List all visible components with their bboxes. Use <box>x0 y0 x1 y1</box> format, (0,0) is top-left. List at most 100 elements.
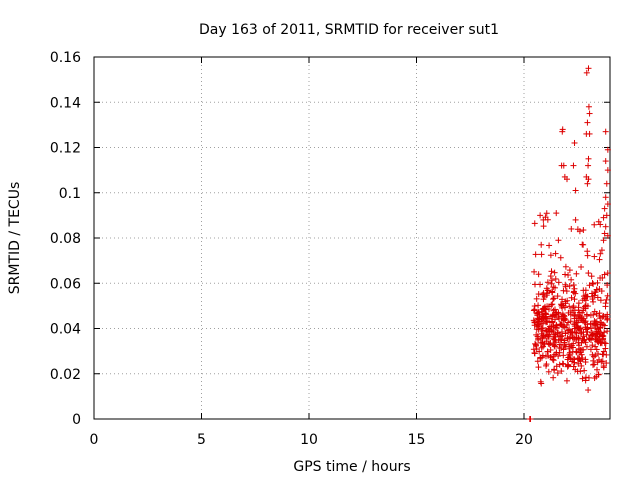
data-point <box>603 296 610 303</box>
data-point <box>598 358 605 365</box>
data-point <box>596 256 603 263</box>
data-point <box>600 364 607 371</box>
data-point <box>590 357 597 364</box>
data-point <box>579 241 586 248</box>
x-tick-label: 5 <box>197 432 206 448</box>
data-point <box>594 294 601 301</box>
data-point <box>556 332 563 339</box>
data-point <box>574 368 581 375</box>
data-point <box>561 341 568 348</box>
data-point <box>555 279 562 286</box>
data-point <box>557 254 564 261</box>
data-point <box>573 348 580 355</box>
data-point <box>597 329 604 336</box>
data-point <box>547 252 554 259</box>
data-point <box>558 345 565 352</box>
data-point <box>568 276 575 283</box>
data-point <box>555 329 562 336</box>
data-point <box>552 306 559 313</box>
data-point <box>566 335 573 342</box>
y-tick-label: 0.16 <box>50 50 81 66</box>
data-point <box>602 128 609 135</box>
data-point <box>603 180 610 187</box>
data-point <box>553 363 560 370</box>
data-point <box>592 343 599 350</box>
data-point <box>544 279 551 286</box>
data-point <box>549 289 556 296</box>
data-point <box>548 301 555 308</box>
data-point <box>602 223 609 230</box>
x-tick-label: 0 <box>90 432 99 448</box>
data-point <box>597 324 604 331</box>
data-point <box>570 340 577 347</box>
y-tick-label: 0 <box>72 412 81 428</box>
data-point <box>604 316 611 323</box>
data-point <box>531 303 538 310</box>
data-point <box>532 251 539 258</box>
data-point <box>552 250 559 257</box>
data-point <box>537 355 544 362</box>
data-point <box>600 312 607 319</box>
data-point <box>597 297 604 304</box>
data-point <box>570 303 577 310</box>
data-point <box>573 330 580 337</box>
data-point <box>567 318 574 325</box>
data-point <box>584 328 591 335</box>
data-point <box>549 312 556 319</box>
data-point <box>547 340 554 347</box>
data-point <box>585 270 592 277</box>
data-point <box>581 367 588 374</box>
data-point <box>566 351 573 358</box>
data-point <box>601 329 608 336</box>
data-point <box>593 346 600 353</box>
data-point <box>604 232 611 239</box>
data-point <box>598 319 605 326</box>
x-tick-label: 20 <box>515 432 533 448</box>
data-point <box>571 139 578 146</box>
data-point <box>588 325 595 332</box>
y-axis-label: SRMTID / TECUs <box>7 182 23 295</box>
data-point <box>601 230 608 237</box>
data-point <box>538 241 545 248</box>
data-point <box>602 194 609 201</box>
data-point <box>538 320 545 327</box>
data-point <box>540 223 547 230</box>
data-point <box>583 331 590 338</box>
data-point <box>540 313 547 320</box>
data-point <box>575 300 582 307</box>
data-point <box>553 324 560 331</box>
data-point <box>574 226 581 233</box>
data-point <box>550 341 557 348</box>
data-point <box>604 201 611 208</box>
data-point <box>591 288 598 295</box>
data-point <box>584 119 591 126</box>
data-point <box>596 310 603 317</box>
data-point <box>566 267 573 274</box>
data-point <box>598 247 605 254</box>
data-point <box>551 269 558 276</box>
data-point <box>593 366 600 373</box>
data-point <box>532 281 539 288</box>
data-point <box>544 216 551 223</box>
data-point <box>586 282 593 289</box>
data-point <box>600 333 607 340</box>
data-point <box>583 69 590 76</box>
data-point <box>564 176 570 183</box>
data-point <box>579 375 586 382</box>
data-point <box>588 329 595 336</box>
data-point <box>544 287 551 294</box>
data-point <box>562 263 569 270</box>
data-point <box>602 345 609 352</box>
data-point <box>548 268 555 275</box>
data-point <box>595 350 602 357</box>
data-point <box>601 205 608 212</box>
data-point <box>546 315 553 322</box>
data-point <box>591 292 598 299</box>
data-point <box>597 274 604 281</box>
data-point <box>575 311 582 318</box>
y-tick-label: 0.12 <box>50 141 81 157</box>
data-point <box>582 339 589 346</box>
data-point <box>588 273 595 280</box>
data-point <box>594 279 601 286</box>
data-point <box>582 292 589 299</box>
